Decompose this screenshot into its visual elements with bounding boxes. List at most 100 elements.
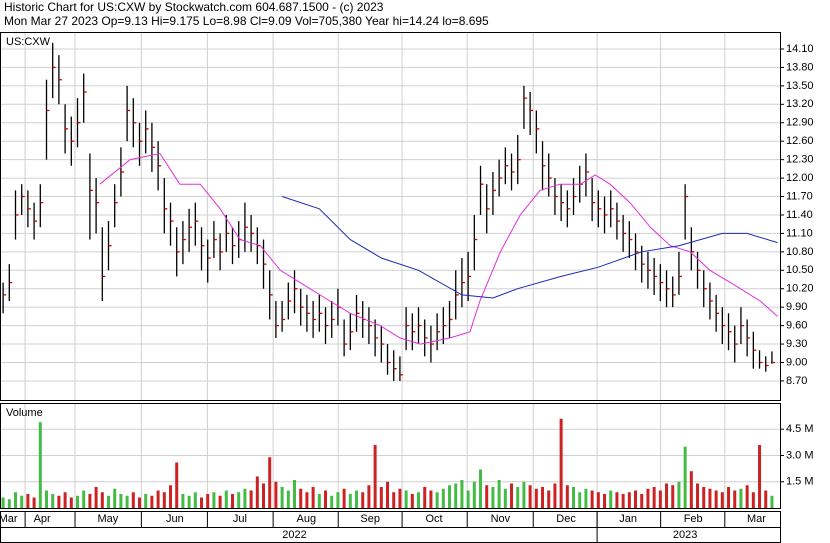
volume-bar [82, 490, 86, 508]
volume-bar [231, 493, 235, 508]
volume-bar [448, 485, 452, 508]
volume-bar [200, 497, 204, 508]
volume-bar [460, 479, 464, 508]
volume-bar [131, 492, 135, 508]
month-label: Dec [556, 513, 576, 525]
volume-bar [516, 486, 520, 508]
volume-bar [280, 486, 284, 508]
volume-bar [206, 493, 210, 508]
volume-bar [162, 492, 166, 508]
volume-bar [689, 471, 693, 508]
volume-bar [76, 495, 80, 508]
volume-bar [38, 422, 42, 508]
volume-bar [720, 492, 724, 508]
volume-bar [417, 492, 421, 508]
y-tick-label: 9.30 [786, 338, 807, 350]
y-tick-label: 1.5 M [786, 476, 814, 488]
volume-bar [565, 485, 569, 508]
volume-bar [286, 490, 290, 508]
volume-bar [479, 469, 483, 508]
volume-bar [386, 481, 390, 508]
volume-bar [615, 492, 619, 508]
volume-bar [150, 495, 154, 508]
volume-bar [671, 485, 675, 508]
y-tick-label: 11.40 [786, 209, 813, 221]
symbol-label: US:CXW [6, 36, 51, 48]
y-tick-label: 9.90 [786, 301, 807, 313]
volume-bar [212, 492, 216, 508]
volume-bar [361, 492, 365, 508]
year-label: 2023 [673, 529, 697, 541]
volume-bar [181, 493, 185, 508]
volume-bar [634, 490, 638, 508]
volume-bar [640, 493, 644, 508]
volume-bar [572, 486, 576, 508]
volume-bar [94, 486, 98, 508]
volume-bar [63, 492, 67, 508]
header-line: Mon Mar 27 2023 Op=9.13 Hi=9.175 Lo=8.98… [4, 14, 489, 28]
volume-bar [20, 495, 24, 508]
volume-bar [745, 485, 749, 508]
y-tick-label: 12.30 [786, 154, 814, 166]
volume-bar [454, 483, 458, 508]
volume-bar [609, 490, 613, 508]
y-tick-label: 9.60 [786, 320, 807, 332]
volume-bar [534, 488, 538, 508]
volume-bar [696, 483, 700, 508]
volume-bar [751, 492, 755, 508]
y-tick-label: 3.0 M [786, 449, 814, 461]
volume-bar [584, 488, 588, 508]
volume-bar [324, 490, 328, 508]
volume-bar [45, 490, 49, 508]
moving-average [99, 152, 778, 345]
volume-bar [262, 483, 266, 508]
volume-bar [646, 488, 650, 508]
volume-bar [51, 493, 55, 508]
volume-label: Volume [6, 407, 43, 419]
volume-bar [522, 481, 526, 508]
volume-bar [144, 493, 148, 508]
volume-bar [770, 495, 774, 508]
volume-bar [311, 486, 315, 508]
volume-bar [665, 483, 669, 508]
volume-bar [249, 490, 253, 508]
volume-bar [627, 492, 631, 508]
y-tick-label: 8.70 [786, 375, 807, 387]
y-tick-label: 11.70 [786, 190, 813, 202]
moving-average [281, 196, 778, 299]
volume-bar [26, 493, 30, 508]
volume-bar [398, 488, 402, 508]
volume-bar [739, 488, 743, 508]
volume-bar [125, 495, 129, 508]
month-label: Jun [166, 513, 184, 525]
volume-bar [708, 488, 712, 508]
volume-bar [497, 479, 501, 508]
volume-bar [758, 444, 762, 508]
volume-bar [88, 493, 92, 508]
volume-bar [156, 490, 160, 508]
volume-bar [187, 495, 191, 508]
volume-bar [621, 493, 625, 508]
volume-bar [274, 481, 278, 508]
volume-bar [503, 488, 507, 508]
volume-bar [299, 488, 303, 508]
volume-bar [243, 488, 247, 508]
y-tick-label: 11.10 [786, 227, 813, 239]
volume-bar [435, 492, 439, 508]
year-label: 2022 [282, 529, 306, 541]
y-tick-label: 13.80 [786, 61, 814, 73]
volume-bar [423, 486, 427, 508]
volume-bar [410, 493, 414, 508]
volume-bar [379, 486, 383, 508]
volume-bar [255, 476, 259, 508]
volume-panel [0, 403, 781, 509]
volume-bar [224, 490, 228, 508]
volume-bar [268, 457, 272, 508]
y-tick-label: 9.00 [786, 356, 807, 368]
volume-bar [175, 462, 179, 508]
volume-bar [733, 490, 737, 508]
y-tick-label: 10.50 [786, 264, 814, 276]
volume-bar [1, 497, 5, 508]
volume-bar [32, 497, 36, 508]
y-tick-label: 12.00 [786, 172, 814, 184]
